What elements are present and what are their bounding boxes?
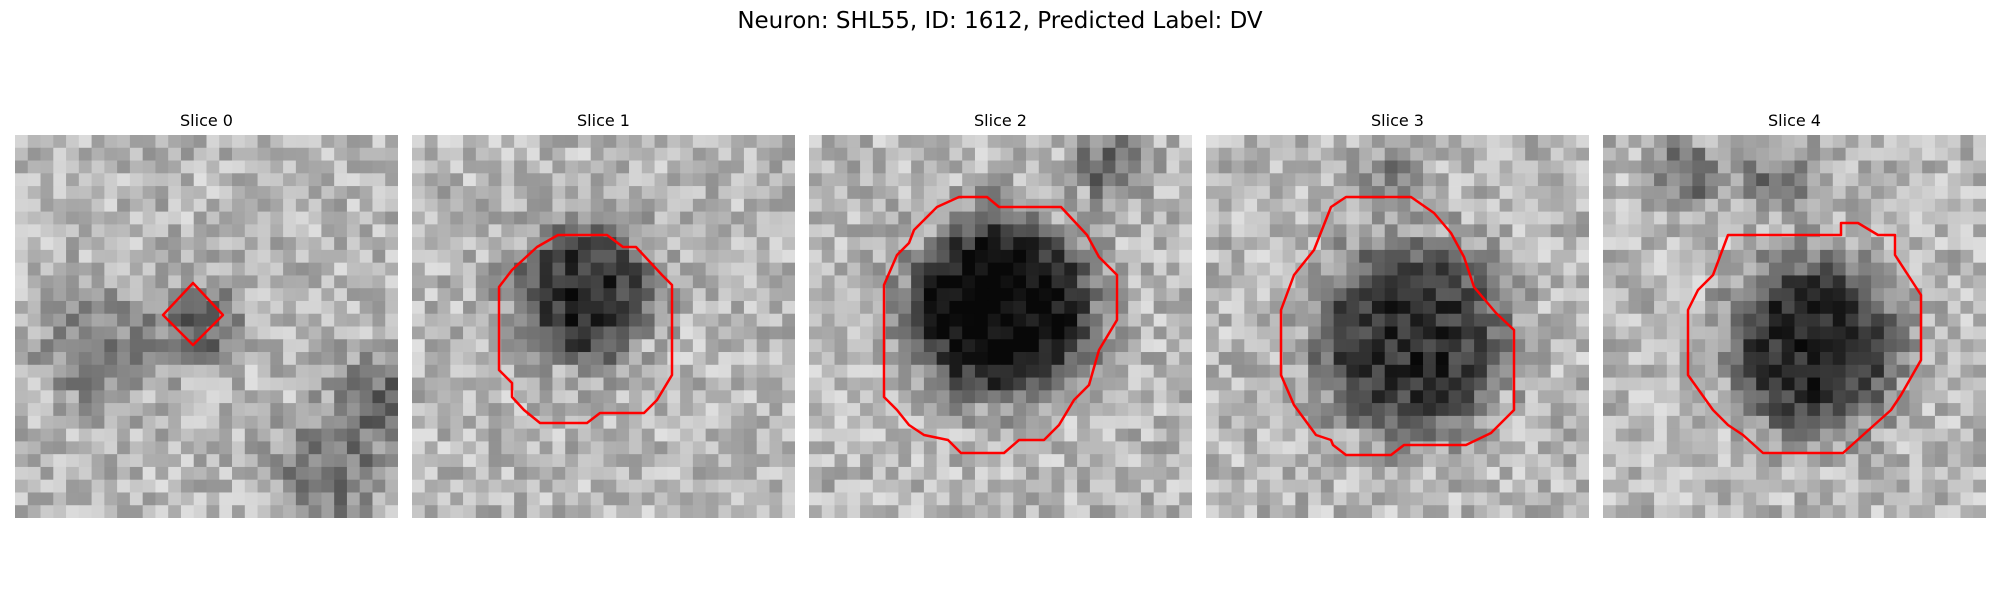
roi-contour — [497, 233, 674, 425]
slice-panel-1: Slice 1 — [412, 110, 795, 518]
slice-panel-0: Slice 0 — [15, 110, 398, 518]
roi-contour — [882, 195, 1119, 455]
slice-title: Slice 3 — [1371, 111, 1424, 130]
slice-image-4 — [1603, 135, 1986, 518]
slice-image-1 — [412, 135, 795, 518]
figure-title: Neuron: SHL55, ID: 1612, Predicted Label… — [737, 8, 1263, 34]
slice-title: Slice 2 — [974, 111, 1027, 130]
slice-image-3 — [1206, 135, 1589, 518]
grayscale-slice-image — [809, 135, 1192, 518]
grayscale-slice-image — [412, 135, 795, 518]
slice-image-0 — [15, 135, 398, 518]
grayscale-slice-image — [1603, 135, 1986, 518]
slice-title: Slice 4 — [1768, 111, 1821, 130]
slice-panel-2: Slice 2 — [809, 110, 1192, 518]
slice-panel-3: Slice 3 — [1206, 110, 1589, 518]
slice-title: Slice 0 — [180, 111, 233, 130]
slice-image-2 — [809, 135, 1192, 518]
slice-title: Slice 1 — [577, 111, 630, 130]
grayscale-slice-image — [1206, 135, 1589, 518]
roi-contour — [1686, 221, 1923, 455]
grayscale-slice-image — [15, 135, 398, 518]
slice-panel-4: Slice 4 — [1603, 110, 1986, 518]
roi-contour — [1279, 195, 1516, 457]
roi-contour — [161, 281, 225, 347]
